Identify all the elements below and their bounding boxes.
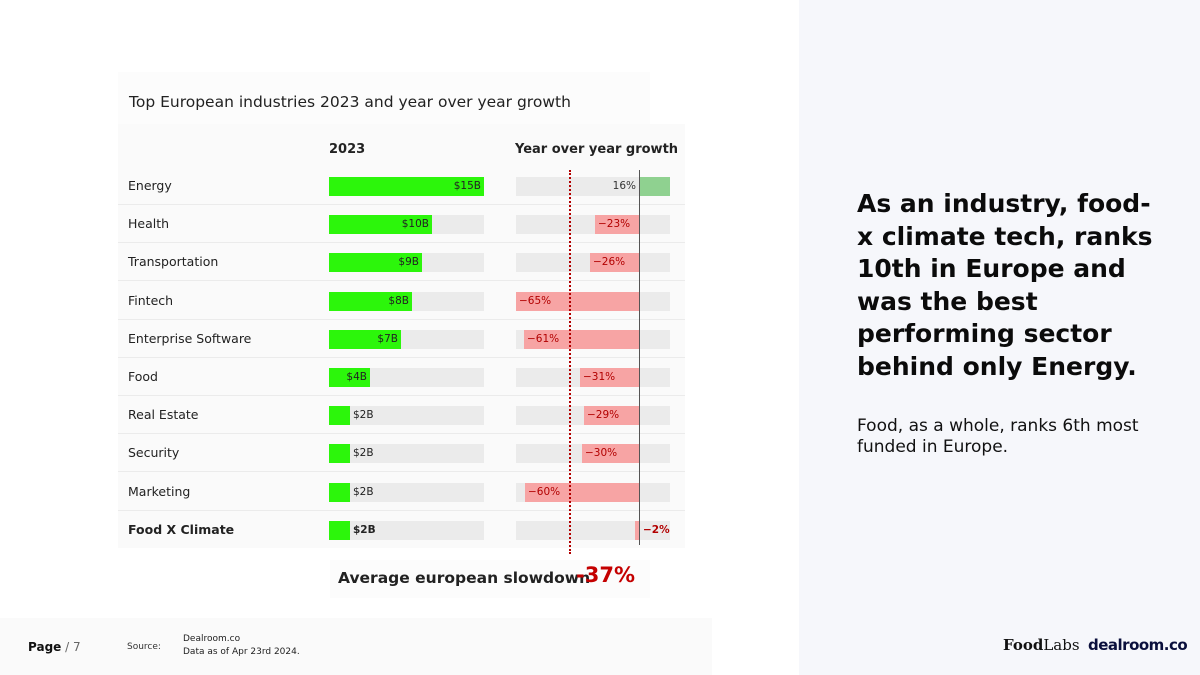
category-label: Health: [128, 216, 170, 232]
yoy-label: −30%: [585, 447, 618, 460]
value-bar: [329, 253, 422, 273]
yoy-label: −65%: [519, 294, 552, 307]
column-header-2023: 2023: [329, 142, 366, 157]
foodlabs-logo: FoodLabs: [1003, 636, 1080, 654]
value-label: $2B: [353, 409, 374, 422]
chart-row: Security $2B −30%: [118, 434, 685, 473]
chart-row: Food X Climate $2B −2%: [118, 511, 685, 549]
value-bar: [329, 520, 350, 540]
chart-row: Real Estate $2B −29%: [118, 396, 685, 435]
yoy-bar: [639, 177, 670, 196]
yoy-track: [516, 520, 670, 540]
value-track: [329, 482, 484, 502]
column-header-yoy: Year over year growth: [515, 142, 679, 157]
chart-row: Health $10B −23%: [118, 205, 685, 244]
foodlabs-logo-labs: Labs: [1043, 636, 1080, 654]
page-number: / 7: [65, 640, 81, 654]
value-label: $2B: [353, 447, 374, 460]
source-label: Source:: [127, 642, 161, 652]
yoy-bar: [524, 329, 639, 349]
row-separator: [118, 242, 685, 244]
yoy-bar: [516, 291, 639, 311]
chart-row: Fintech $8B −65%: [118, 282, 685, 320]
yoy-bar: [525, 482, 639, 502]
average-slowdown-line: [569, 170, 571, 554]
yoy-track: [516, 177, 670, 196]
value-label: $8B: [388, 294, 409, 307]
chart-row: Transportation $9B −26%: [118, 243, 685, 282]
value-track: [329, 520, 484, 540]
value-label: $9B: [398, 256, 419, 269]
value-bar: [329, 177, 484, 196]
dealroom-logo: dealroom.co: [1088, 636, 1188, 654]
value-label: $15B: [453, 180, 481, 192]
yoy-label: −23%: [598, 218, 631, 231]
average-value: -37%: [576, 563, 635, 587]
category-label: Fintech: [128, 292, 174, 308]
average-label: Average european slowdown: [338, 569, 591, 587]
yoy-track: [516, 215, 670, 235]
row-separator: [118, 433, 685, 435]
average-box: [330, 560, 650, 598]
row-separator: [118, 395, 685, 396]
value-bar: [329, 215, 432, 235]
row-separator: [118, 356, 685, 358]
category-label: Energy: [128, 178, 172, 193]
yoy-label: −2%: [643, 523, 670, 536]
yoy-label: 16%: [612, 180, 636, 192]
yoy-bar: [635, 520, 639, 540]
yoy-bar: [580, 368, 639, 387]
yoy-bar: [590, 253, 639, 273]
category-label: Marketing: [128, 483, 191, 499]
yoy-label: −26%: [593, 256, 626, 269]
right-panel: [799, 0, 1200, 675]
yoy-label: −60%: [528, 485, 561, 498]
value-label: $2B: [353, 523, 376, 536]
row-separator: [118, 509, 685, 511]
row-separator: [118, 318, 685, 320]
value-track: [329, 406, 484, 426]
value-bar: [329, 329, 401, 349]
value-label: $4B: [346, 371, 367, 383]
chart-title: Top European industries 2023 and year ov…: [129, 93, 571, 111]
value-bar: [329, 368, 370, 387]
yoy-zero-line: [639, 170, 640, 545]
headline: As an industry, food-x climate tech, ran…: [857, 189, 1153, 381]
yoy-bar: [582, 444, 639, 464]
source-name: Dealroom.co: [183, 634, 241, 644]
value-bar: [329, 406, 350, 426]
chart-row: Marketing $2B −60%: [118, 473, 685, 511]
source-date: Data as of Apr 23rd 2024.: [183, 647, 300, 657]
foodlabs-logo-food: Food: [1003, 636, 1044, 654]
subtext: Food, as a whole, ranks 6th most funded …: [857, 416, 1139, 457]
row-separator: [118, 471, 685, 473]
yoy-bar: [584, 406, 639, 426]
value-bar: [329, 444, 350, 464]
category-label: Security: [128, 445, 180, 461]
category-label: Real Estate: [128, 407, 199, 423]
value-label: $7B: [377, 332, 398, 345]
row-separator: [118, 204, 685, 205]
category-label: Food X Climate: [128, 521, 235, 537]
chart-row: Food $4B −31%: [118, 358, 685, 396]
yoy-label: −31%: [583, 371, 616, 383]
chart-row: Energy $15B 16%: [118, 167, 685, 205]
category-label: Food: [128, 369, 158, 384]
value-bar: [329, 291, 412, 311]
value-track: [329, 444, 484, 464]
category-label: Enterprise Software: [128, 330, 252, 346]
yoy-bar: [595, 215, 639, 235]
value-bar: [329, 482, 350, 502]
chart-title-background: [118, 72, 650, 124]
yoy-label: −29%: [587, 409, 620, 422]
page-indicator: Page / 7: [28, 640, 81, 654]
row-separator: [118, 280, 685, 282]
value-label: $2B: [353, 485, 374, 498]
yoy-label: −61%: [527, 332, 560, 345]
value-label: $10B: [401, 218, 429, 231]
page-label: Page: [28, 640, 62, 654]
footer-background: [0, 618, 712, 675]
category-label: Transportation: [128, 254, 219, 270]
chart-row: Enterprise Software $7B −61%: [118, 320, 685, 358]
